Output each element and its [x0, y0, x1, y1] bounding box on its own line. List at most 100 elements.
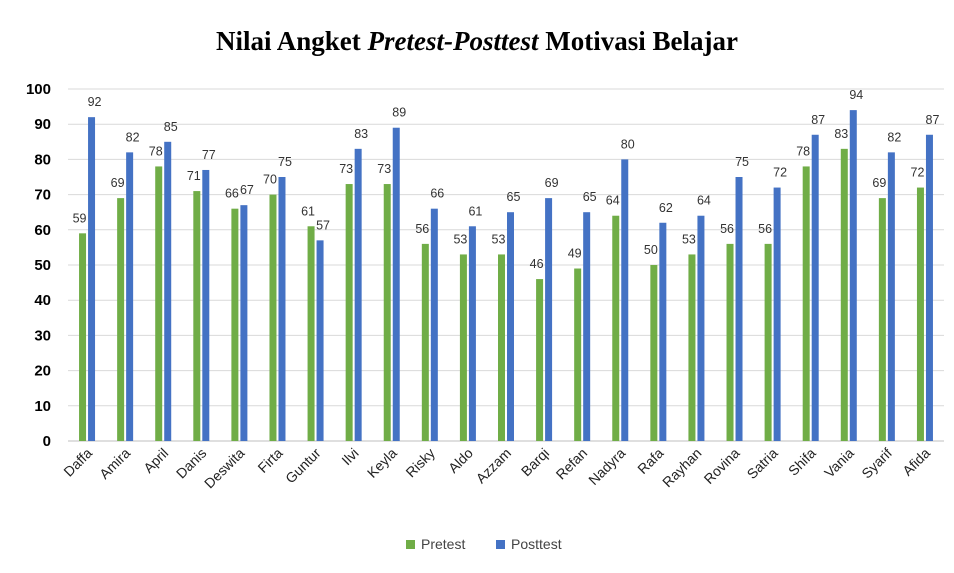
- bar-pretest-10: [459, 254, 467, 441]
- data-label-posttest-6: 57: [316, 218, 330, 232]
- x-tick-label-7: Ilvi: [338, 445, 361, 468]
- bar-posttest-18: [773, 187, 781, 441]
- data-label-pretest-15: 50: [644, 243, 658, 257]
- x-tick-label-8: Keyla: [364, 445, 400, 481]
- bar-posttest-4: [240, 205, 248, 441]
- bar-posttest-0: [88, 117, 96, 441]
- data-label-pretest-1: 69: [111, 176, 125, 190]
- x-tick-label-17: Rovina: [701, 445, 743, 487]
- legend-label-posttest: Posttest: [511, 536, 562, 552]
- x-tick-label-18: Satria: [744, 445, 781, 482]
- bar-posttest-2: [164, 141, 172, 442]
- data-label-posttest-18: 72: [773, 166, 787, 180]
- data-label-posttest-14: 80: [621, 137, 635, 151]
- bar-pretest-21: [878, 198, 886, 441]
- bar-posttest-13: [583, 212, 591, 441]
- data-label-pretest-3: 71: [187, 169, 201, 183]
- data-label-posttest-5: 75: [278, 155, 292, 169]
- x-tick-label-1: Amira: [96, 445, 133, 482]
- data-label-pretest-4: 66: [225, 187, 239, 201]
- y-tick-label-6: 60: [34, 222, 51, 239]
- bar-posttest-22: [925, 134, 933, 441]
- data-label-pretest-12: 46: [530, 257, 544, 271]
- data-label-posttest-17: 75: [735, 155, 749, 169]
- data-label-pretest-2: 78: [149, 144, 163, 158]
- y-tick-label-5: 50: [34, 257, 51, 274]
- x-tick-label-19: Shifa: [785, 445, 819, 479]
- chart-title: Nilai Angket Pretest-Posttest Motivasi B…: [0, 26, 954, 57]
- x-tick-label-6: Guntur: [282, 445, 324, 487]
- bar-posttest-10: [468, 226, 476, 441]
- y-tick-label-3: 30: [34, 327, 51, 344]
- x-tick-label-5: Firta: [254, 445, 285, 476]
- data-label-posttest-2: 85: [164, 120, 178, 134]
- bar-posttest-1: [126, 152, 134, 442]
- bar-posttest-17: [735, 177, 743, 441]
- data-label-pretest-19: 78: [796, 144, 810, 158]
- data-label-pretest-16: 53: [682, 232, 696, 246]
- bar-pretest-17: [726, 243, 734, 441]
- bar-pretest-0: [79, 233, 87, 441]
- data-label-pretest-18: 56: [758, 222, 772, 236]
- bar-posttest-21: [887, 152, 895, 442]
- bar-posttest-6: [316, 240, 324, 441]
- data-label-pretest-10: 53: [453, 232, 467, 246]
- data-label-pretest-13: 49: [568, 247, 582, 261]
- data-label-posttest-20: 94: [849, 88, 863, 102]
- x-tick-label-2: April: [140, 445, 171, 476]
- bar-pretest-14: [612, 215, 620, 441]
- y-tick-label-1: 10: [34, 398, 51, 415]
- x-tick-label-15: Rafa: [634, 445, 666, 477]
- chart-title-part-1: Nilai Angket: [216, 26, 368, 56]
- data-label-posttest-16: 64: [697, 194, 711, 208]
- data-label-posttest-3: 77: [202, 148, 216, 162]
- data-label-posttest-7: 83: [354, 127, 368, 141]
- bar-pretest-12: [536, 279, 544, 441]
- bar-pretest-18: [764, 243, 772, 441]
- bar-pretest-22: [916, 187, 924, 441]
- bar-posttest-19: [811, 134, 819, 441]
- data-label-pretest-11: 53: [492, 232, 506, 246]
- data-label-posttest-22: 87: [926, 113, 940, 127]
- data-label-pretest-22: 72: [911, 166, 925, 180]
- bar-posttest-20: [849, 110, 857, 442]
- bar-pretest-1: [117, 198, 125, 441]
- bar-posttest-8: [392, 127, 400, 441]
- data-label-posttest-15: 62: [659, 201, 673, 215]
- data-label-pretest-7: 73: [339, 162, 353, 176]
- bar-pretest-15: [650, 265, 658, 441]
- bar-pretest-7: [345, 184, 353, 442]
- y-tick-label-0: 0: [43, 433, 51, 450]
- bar-pretest-11: [498, 254, 505, 441]
- y-tick-label-8: 80: [34, 151, 51, 168]
- y-tick-label-10: 100: [26, 81, 51, 98]
- x-tick-label-21: Syarif: [858, 445, 895, 482]
- chart-title-part-2: Pretest-Posttest: [367, 26, 539, 56]
- bar-posttest-16: [697, 215, 705, 441]
- bar-pretest-8: [383, 184, 391, 442]
- data-label-posttest-4: 67: [240, 183, 254, 197]
- y-tick-label-9: 90: [34, 116, 51, 133]
- data-label-posttest-21: 82: [887, 130, 901, 144]
- x-tick-label-9: Risky: [402, 445, 438, 481]
- bar-posttest-3: [202, 169, 210, 441]
- bar-posttest-7: [354, 148, 362, 441]
- x-tick-label-20: Vania: [821, 445, 857, 481]
- data-label-pretest-14: 64: [606, 194, 620, 208]
- bar-posttest-15: [659, 222, 667, 441]
- data-label-posttest-19: 87: [811, 113, 825, 127]
- bar-posttest-14: [621, 159, 629, 441]
- bar-pretest-20: [840, 148, 848, 441]
- chart-title-part-3: Motivasi Belajar: [538, 26, 738, 56]
- x-tick-label-14: Nadyra: [585, 445, 628, 488]
- x-tick-label-4: Deswita: [201, 445, 248, 492]
- x-tick-label-16: Rayhan: [659, 445, 704, 490]
- x-tick-label-0: Daffa: [60, 445, 95, 480]
- data-label-pretest-20: 83: [834, 127, 848, 141]
- bar-posttest-9: [430, 208, 438, 441]
- bar-pretest-3: [193, 191, 201, 441]
- data-label-posttest-9: 66: [430, 187, 444, 201]
- data-label-pretest-9: 56: [415, 222, 429, 236]
- x-tick-label-11: Azzam: [473, 445, 515, 487]
